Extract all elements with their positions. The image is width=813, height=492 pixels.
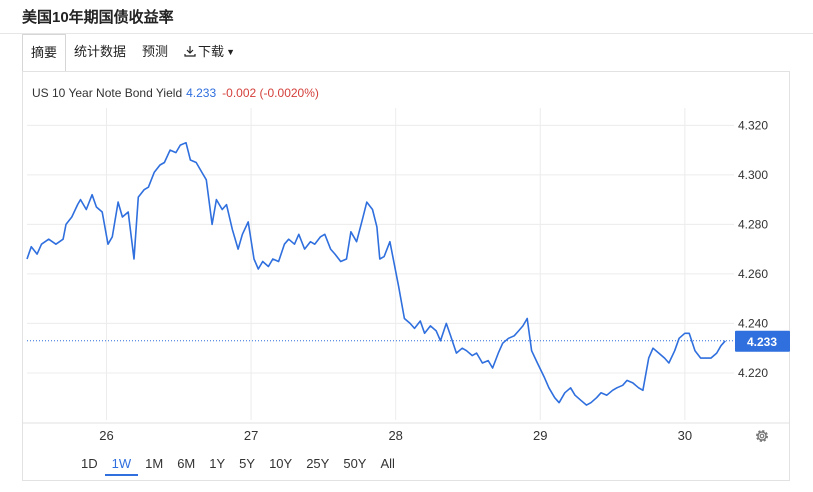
title-divider <box>0 33 813 34</box>
x-tick-label-4: 30 <box>678 428 692 443</box>
y-tick-label-4: 4.300 <box>738 168 768 182</box>
download-icon <box>184 46 196 57</box>
y-tick-label-1: 4.240 <box>738 316 768 330</box>
range-1m[interactable]: 1M <box>145 456 164 471</box>
x-tick-label-1: 27 <box>244 428 258 443</box>
tab-bar: 摘要 统计数据 预测 下载 ▼ <box>22 34 243 72</box>
caret-down-icon: ▼ <box>226 47 235 57</box>
range-1d[interactable]: 1D <box>81 456 98 471</box>
y-tick-label-2: 4.260 <box>738 267 768 281</box>
tab-download[interactable]: 下载 ▼ <box>176 34 243 72</box>
tab-summary[interactable]: 摘要 <box>22 34 67 72</box>
range-5y[interactable]: 5Y <box>239 456 256 471</box>
series-line-0 <box>26 141 726 406</box>
page-title: 美国10年期国债收益率 <box>22 9 174 26</box>
tab-forecast[interactable]: 预测 <box>142 44 169 59</box>
y-tick-label-0: 4.220 <box>738 366 768 380</box>
chart-panel <box>22 71 790 481</box>
range-50y[interactable]: 50Y <box>343 456 367 471</box>
x-tick-label-3: 29 <box>533 428 547 443</box>
legend-series-name: US 10 Year Note Bond Yield <box>32 86 183 100</box>
x-tick-label-0: 26 <box>99 428 113 443</box>
range-selector: 1D 1W 1M 6M 1Y 5Y 10Y 25Y 50Y All <box>74 452 402 476</box>
legend-last-value: 4.233 <box>186 86 217 100</box>
legend-change: -0.002 (-0.0020%) <box>222 86 319 100</box>
range-all[interactable]: All <box>380 456 395 471</box>
last-value-tag <box>735 330 790 352</box>
y-tick-label-5: 4.320 <box>738 118 768 132</box>
x-tick-label-2: 28 <box>388 428 402 443</box>
range-1y[interactable]: 1Y <box>209 456 226 471</box>
y-tick-label-3: 4.280 <box>738 217 768 231</box>
gear-icon[interactable] <box>753 427 771 445</box>
tab-statistics[interactable]: 统计数据 <box>74 44 127 59</box>
range-25y[interactable]: 25Y <box>306 456 330 471</box>
tab-download-label: 下载 <box>198 44 225 59</box>
range-10y[interactable]: 10Y <box>269 456 293 471</box>
range-6m[interactable]: 6M <box>177 456 196 471</box>
range-1w[interactable]: 1W <box>104 452 139 476</box>
chart-legend: US 10 Year Note Bond Yield 4.233 -0.002 (-… <box>32 86 319 100</box>
last-value-tag-label: 4.233 <box>747 335 777 349</box>
